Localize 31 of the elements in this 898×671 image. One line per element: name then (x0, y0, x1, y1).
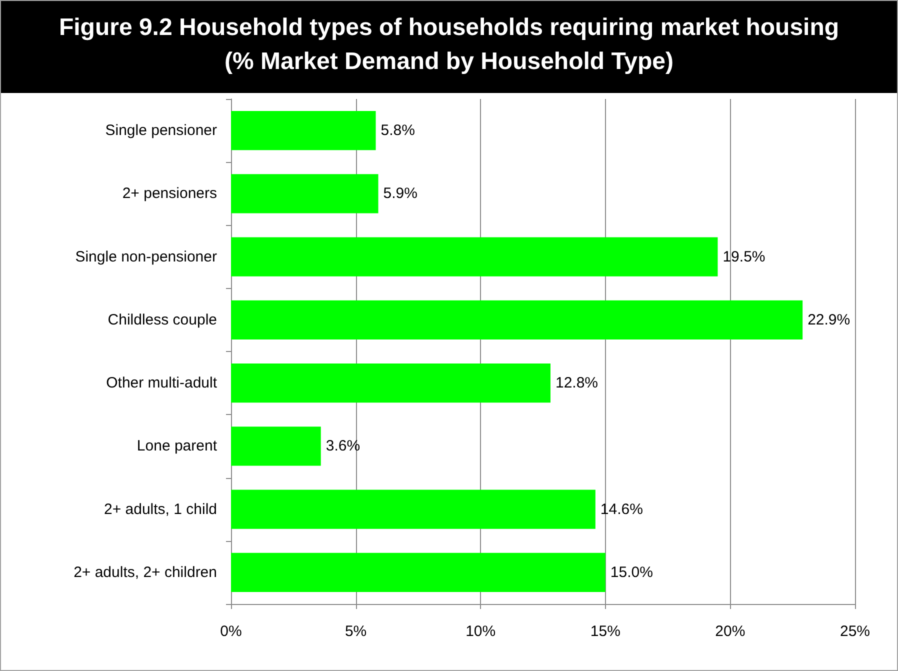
bar (231, 426, 321, 466)
data-label: 5.8% (380, 122, 415, 140)
chart-title: Figure 9.2 Household types of households requiring market housing (% Market Demand by Household Type) (1, 1, 897, 93)
y-tick-label: 2+ adults, 1 child (104, 500, 217, 518)
y-tick-label: Single pensioner (105, 122, 217, 140)
bar (231, 552, 606, 592)
x-tick-label: 25% (840, 623, 870, 640)
y-tick-label: 2+ pensioners (122, 185, 217, 202)
x-tick-label: 0% (220, 623, 242, 640)
x-tick-label: 15% (590, 623, 620, 640)
y-tick-label: Other multi-adult (106, 374, 218, 392)
data-label: 3.6% (326, 438, 360, 455)
data-label: 14.6% (600, 500, 643, 518)
x-tick-label: 5% (344, 623, 367, 640)
data-label: 19.5% (722, 248, 766, 266)
bar (231, 237, 718, 276)
y-tick-label: Childless couple (108, 311, 217, 328)
y-tick-label: Lone parent (136, 438, 218, 455)
bar (231, 174, 378, 214)
bar (231, 490, 596, 529)
bar (231, 363, 550, 403)
data-label: 22.9% (808, 311, 850, 328)
y-tick-label: Single non-pensioner (75, 248, 217, 266)
x-tick-label: 20% (715, 623, 746, 640)
y-tick-label: 2+ adults, 2+ children (74, 564, 217, 581)
data-label: 15.0% (610, 564, 653, 581)
data-label: 12.8% (555, 374, 598, 392)
bar (231, 300, 803, 340)
data-label: 5.9% (383, 185, 418, 202)
bar (231, 110, 376, 150)
x-tick-label: 10% (466, 623, 496, 640)
